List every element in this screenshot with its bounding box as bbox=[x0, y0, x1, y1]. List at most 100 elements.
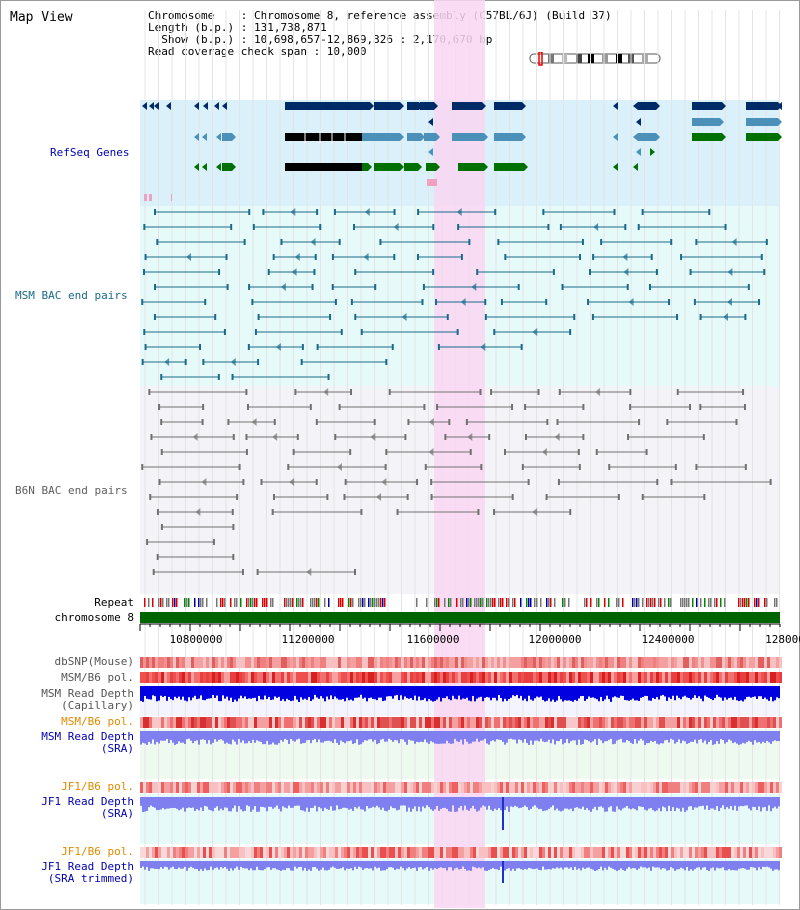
msm-depth-capillary bbox=[638, 686, 640, 701]
msm-depth-capillary bbox=[358, 686, 360, 698]
gene-block-arrow bbox=[400, 133, 404, 141]
msm-depth-capillary bbox=[252, 686, 254, 699]
jf1-depth-trimmed bbox=[720, 861, 722, 869]
b6n-bac-label[interactable]: B6N BAC end pairs bbox=[15, 484, 128, 497]
msm-depth-sra bbox=[528, 731, 530, 745]
repeat-mark bbox=[160, 598, 162, 607]
msm-b6-pol-strip bbox=[497, 672, 500, 683]
msm-depth-sra bbox=[248, 731, 250, 742]
jf1-b6-pol-strip bbox=[257, 782, 260, 793]
jf1-b6-pol-trim-strip bbox=[398, 847, 401, 858]
dbsnp-strip bbox=[374, 657, 377, 668]
msm-depth-sra bbox=[732, 731, 734, 744]
msm-depth-sra bbox=[666, 731, 668, 740]
jf1-b6-pol-strip bbox=[713, 782, 716, 793]
jf1-b6-pol-strip bbox=[356, 782, 359, 793]
msm-b6-pol-strip bbox=[701, 672, 704, 683]
jf1-depth-sra bbox=[324, 797, 326, 808]
gene-block-arrow bbox=[720, 118, 724, 126]
jf1-depth-sra bbox=[442, 797, 444, 808]
msm-b6-sra-pol-strip bbox=[269, 717, 272, 728]
msm-depth-sra bbox=[502, 731, 504, 742]
jf1-depth-trimmed bbox=[626, 861, 628, 869]
msm-b6-sra-pol-strip bbox=[413, 717, 416, 728]
repeat-mark bbox=[754, 598, 756, 607]
msm-depth-capillary bbox=[680, 686, 682, 700]
msm-depth-capillary bbox=[770, 686, 772, 697]
msm-b6-pol-strip bbox=[776, 672, 779, 683]
jf1-depth-trimmed bbox=[350, 861, 352, 869]
msm-depth-sra bbox=[442, 731, 444, 744]
jf1-depth-sra bbox=[626, 797, 628, 807]
jf1-depth-trimmed bbox=[468, 861, 470, 871]
msm-b6-sra-pol-strip bbox=[764, 717, 767, 728]
msm-b6-pol-strip bbox=[335, 672, 338, 683]
jf1-depth-trimmed bbox=[482, 861, 484, 868]
msm-depth-sra bbox=[272, 731, 274, 743]
jf1-b6-pol-strip bbox=[647, 782, 650, 793]
jf1-depth-sra bbox=[592, 797, 594, 809]
jf1-depth-sra bbox=[302, 797, 304, 811]
msm-depth-sra bbox=[176, 731, 178, 744]
jf1-depth-sra bbox=[398, 797, 400, 810]
repeat-mark bbox=[540, 598, 542, 607]
msm-depth-sra bbox=[522, 731, 524, 743]
jf1-depth-sra bbox=[624, 797, 626, 808]
msm-b6-sra-pol-strip bbox=[545, 717, 548, 728]
msm-b6-pol-strip bbox=[443, 672, 446, 683]
jf1-b6-pol-strip bbox=[590, 782, 593, 793]
msm-depth-capillary bbox=[288, 686, 290, 700]
jf1-b6-pol-trim-strip bbox=[323, 847, 326, 858]
msm-b6-sra-pol-strip bbox=[173, 717, 176, 728]
jf1-b6-pol-trim-strip bbox=[395, 847, 398, 858]
jf1-depth-trimmed bbox=[176, 861, 178, 870]
dbsnp-strip bbox=[677, 657, 680, 668]
msm-depth-capillary bbox=[616, 686, 618, 698]
msm-b6-pol-strip bbox=[539, 672, 542, 683]
msm-depth-capillary bbox=[410, 686, 412, 699]
msm-b6-sra-pol-strip bbox=[161, 717, 164, 728]
jf1-depth-sra bbox=[304, 797, 306, 812]
msm-depth-sra bbox=[218, 731, 220, 740]
msm-b6-sra-pol-strip bbox=[530, 717, 533, 728]
msm-b6-sra-pol-strip bbox=[659, 717, 662, 728]
jf1-b6-pol-trim-strip bbox=[749, 847, 752, 858]
jf1-b6-pol-trim-strip bbox=[410, 847, 413, 858]
refseq-genes-label[interactable]: RefSeq Genes bbox=[50, 146, 130, 159]
msm-depth-sra bbox=[494, 731, 496, 742]
jf1-depth-sra bbox=[356, 797, 358, 809]
jf1-depth-trimmed bbox=[524, 861, 526, 869]
msm-b6-sra-pol-strip bbox=[623, 717, 626, 728]
msm-depth-capillary bbox=[406, 686, 408, 699]
dbsnp-strip bbox=[689, 657, 692, 668]
repeat-mark bbox=[670, 598, 672, 607]
dbsnp-strip bbox=[431, 657, 434, 668]
msm-bac-label[interactable]: MSM BAC end pairs bbox=[15, 289, 128, 302]
jf1-b6-pol-strip bbox=[524, 782, 527, 793]
repeat-mark bbox=[438, 598, 440, 607]
msm-b6-pol-strip bbox=[476, 672, 479, 683]
jf1-b6-pol-strip bbox=[692, 782, 695, 793]
jf1-b6-pol-trim-strip bbox=[419, 847, 422, 858]
jf1-depth-trimmed bbox=[610, 861, 612, 868]
jf1-depth-trimmed bbox=[344, 861, 346, 871]
msm-b6-pol-strip bbox=[689, 672, 692, 683]
jf1-depth-sra-spike bbox=[502, 797, 504, 830]
jf1-depth-trimmed bbox=[454, 861, 456, 869]
jf1-b6-pol-strip bbox=[188, 782, 191, 793]
msm-depth-capillary bbox=[292, 686, 294, 701]
jf1-depth-sra bbox=[722, 797, 724, 806]
gene-block-arrow bbox=[722, 102, 726, 110]
jf1-depth-trimmed bbox=[150, 861, 152, 869]
jf1-depth-trimmed bbox=[280, 861, 282, 871]
jf1-b6-pol-trim-strip bbox=[317, 847, 320, 858]
dbsnp-strip bbox=[542, 657, 545, 668]
dbsnp-strip bbox=[449, 657, 452, 668]
jf1-depth-sra bbox=[262, 797, 264, 807]
msm-depth-sra bbox=[700, 731, 702, 740]
jf1-b6-pol-strip bbox=[644, 782, 647, 793]
msm-b6-sra-pol-strip bbox=[371, 717, 374, 728]
jf1-b6-pol-strip bbox=[566, 782, 569, 793]
jf1-b6-pol-strip bbox=[770, 782, 773, 793]
